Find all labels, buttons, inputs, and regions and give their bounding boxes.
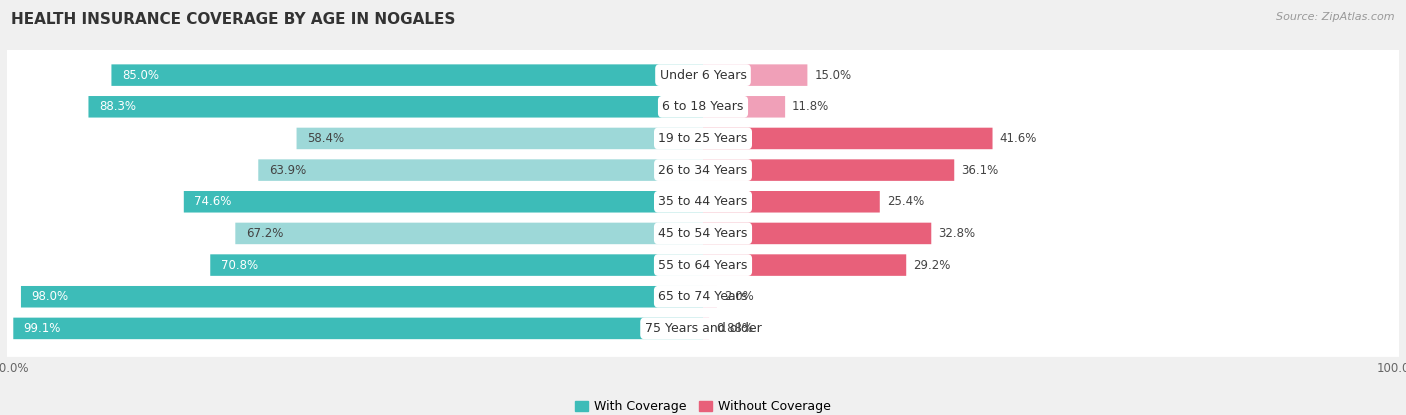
Text: 11.8%: 11.8% — [792, 100, 830, 113]
Text: 58.4%: 58.4% — [307, 132, 344, 145]
FancyBboxPatch shape — [4, 78, 1402, 135]
FancyBboxPatch shape — [4, 300, 1402, 357]
Text: HEALTH INSURANCE COVERAGE BY AGE IN NOGALES: HEALTH INSURANCE COVERAGE BY AGE IN NOGA… — [11, 12, 456, 27]
Text: 2.0%: 2.0% — [724, 290, 754, 303]
FancyBboxPatch shape — [13, 317, 703, 339]
FancyBboxPatch shape — [703, 286, 717, 308]
FancyBboxPatch shape — [703, 96, 785, 117]
FancyBboxPatch shape — [703, 254, 907, 276]
Text: Under 6 Years: Under 6 Years — [659, 68, 747, 82]
FancyBboxPatch shape — [4, 173, 1402, 230]
Text: 63.9%: 63.9% — [269, 164, 307, 177]
FancyBboxPatch shape — [703, 159, 955, 181]
Text: 88.3%: 88.3% — [98, 100, 136, 113]
Text: 67.2%: 67.2% — [246, 227, 283, 240]
FancyBboxPatch shape — [703, 191, 880, 212]
Text: 55 to 64 Years: 55 to 64 Years — [658, 259, 748, 271]
Text: 41.6%: 41.6% — [1000, 132, 1036, 145]
FancyBboxPatch shape — [89, 96, 703, 117]
Text: 0.88%: 0.88% — [716, 322, 754, 335]
Text: 75 Years and older: 75 Years and older — [644, 322, 762, 335]
FancyBboxPatch shape — [111, 64, 703, 86]
FancyBboxPatch shape — [4, 205, 1402, 262]
FancyBboxPatch shape — [259, 159, 703, 181]
FancyBboxPatch shape — [703, 317, 709, 339]
FancyBboxPatch shape — [211, 254, 703, 276]
Text: 45 to 54 Years: 45 to 54 Years — [658, 227, 748, 240]
Text: 15.0%: 15.0% — [814, 68, 852, 82]
Text: 85.0%: 85.0% — [122, 68, 159, 82]
FancyBboxPatch shape — [4, 110, 1402, 167]
FancyBboxPatch shape — [21, 286, 703, 308]
Text: 36.1%: 36.1% — [962, 164, 998, 177]
FancyBboxPatch shape — [184, 191, 703, 212]
FancyBboxPatch shape — [703, 223, 931, 244]
Text: 98.0%: 98.0% — [31, 290, 69, 303]
FancyBboxPatch shape — [4, 142, 1402, 199]
FancyBboxPatch shape — [703, 128, 993, 149]
Text: 19 to 25 Years: 19 to 25 Years — [658, 132, 748, 145]
FancyBboxPatch shape — [4, 237, 1402, 293]
FancyBboxPatch shape — [235, 223, 703, 244]
Text: 99.1%: 99.1% — [24, 322, 60, 335]
Text: 74.6%: 74.6% — [194, 195, 232, 208]
Text: 25.4%: 25.4% — [887, 195, 924, 208]
FancyBboxPatch shape — [4, 268, 1402, 325]
Text: Source: ZipAtlas.com: Source: ZipAtlas.com — [1277, 12, 1395, 22]
FancyBboxPatch shape — [703, 64, 807, 86]
FancyBboxPatch shape — [4, 46, 1402, 104]
Text: 29.2%: 29.2% — [912, 259, 950, 271]
Text: 65 to 74 Years: 65 to 74 Years — [658, 290, 748, 303]
FancyBboxPatch shape — [297, 128, 703, 149]
Text: 32.8%: 32.8% — [938, 227, 976, 240]
Legend: With Coverage, Without Coverage: With Coverage, Without Coverage — [571, 395, 835, 415]
Text: 70.8%: 70.8% — [221, 259, 257, 271]
Text: 35 to 44 Years: 35 to 44 Years — [658, 195, 748, 208]
Text: 6 to 18 Years: 6 to 18 Years — [662, 100, 744, 113]
Text: 26 to 34 Years: 26 to 34 Years — [658, 164, 748, 177]
